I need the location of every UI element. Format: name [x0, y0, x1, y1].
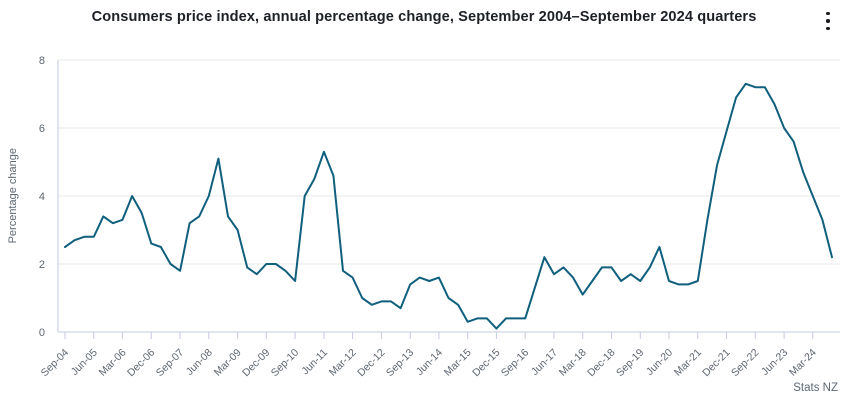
y-tick-label: 4: [39, 191, 45, 203]
series-layer: [64, 82, 833, 330]
kebab-dot: [826, 19, 830, 23]
x-tick-label: Mar-12: [327, 347, 359, 379]
y-tick-label: 2: [39, 259, 45, 271]
y-tick-label: 6: [39, 123, 45, 135]
x-tick-label: Dec-18: [585, 347, 618, 380]
x-tick-label: Jun-14: [414, 347, 445, 378]
x-tick-label: Jun-20: [644, 347, 675, 378]
x-tick-label: Mar-18: [557, 347, 589, 379]
x-tick-label: Sep-16: [499, 347, 532, 380]
cpi-line-series: [64, 82, 833, 330]
y-tick-label: 8: [39, 55, 45, 67]
x-tick-label: Sep-19: [614, 347, 647, 380]
x-tick-label: Jun-11: [299, 347, 330, 378]
y-axis-title: Percentage change: [7, 148, 19, 244]
x-ticks: [64, 332, 814, 339]
x-tick-label: Sep-07: [154, 347, 187, 380]
x-tick-label: Mar-06: [97, 347, 129, 379]
gridlines: [58, 59, 840, 265]
x-tick-label: Dec-21: [700, 347, 733, 380]
y-tick-label: 0: [39, 327, 45, 339]
x-tick-label: Jun-23: [759, 347, 790, 378]
kebab-menu-icon[interactable]: [821, 10, 835, 32]
x-tick-label: Sep-22: [729, 347, 762, 380]
x-tick-label: Mar-09: [212, 347, 244, 379]
x-tick-label: Mar-15: [442, 347, 474, 379]
x-tick-label: Dec-15: [470, 347, 503, 380]
chart-header: Consumers price index, annual percentage…: [0, 8, 848, 26]
x-tick-labels: Sep-04Jun-05Mar-06Dec-06Sep-07Jun-08Mar-…: [39, 347, 819, 380]
x-tick-label: Sep-04: [39, 347, 72, 380]
x-tick-label: Dec-06: [125, 347, 158, 380]
y-tick-labels: 0 2 4 6 8: [39, 55, 45, 339]
page-title: Consumers price index, annual percentage…: [91, 9, 757, 25]
x-tick-label: Sep-10: [269, 347, 302, 380]
axes: [57, 60, 840, 333]
x-tick-label: Jun-17: [529, 347, 560, 378]
x-tick-label: Jun-05: [69, 347, 100, 378]
kebab-dot: [826, 26, 830, 31]
x-tick-label: Jun-08: [184, 347, 215, 378]
x-tick-label: Dec-09: [240, 347, 273, 380]
x-tick-label: Dec-12: [355, 347, 388, 380]
kebab-dot: [826, 11, 830, 16]
x-tick-label: Mar-24: [787, 347, 819, 379]
attribution-text: Stats NZ: [793, 382, 838, 394]
y-axis-title-wrap: Percentage change: [0, 60, 26, 332]
x-tick-label: Mar-21: [672, 347, 704, 379]
x-tick-label: Sep-13: [384, 347, 417, 380]
